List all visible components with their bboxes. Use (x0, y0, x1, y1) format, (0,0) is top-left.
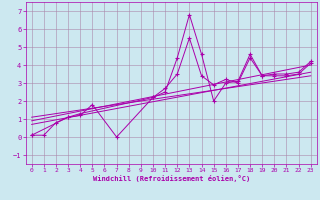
X-axis label: Windchill (Refroidissement éolien,°C): Windchill (Refroidissement éolien,°C) (92, 175, 250, 182)
